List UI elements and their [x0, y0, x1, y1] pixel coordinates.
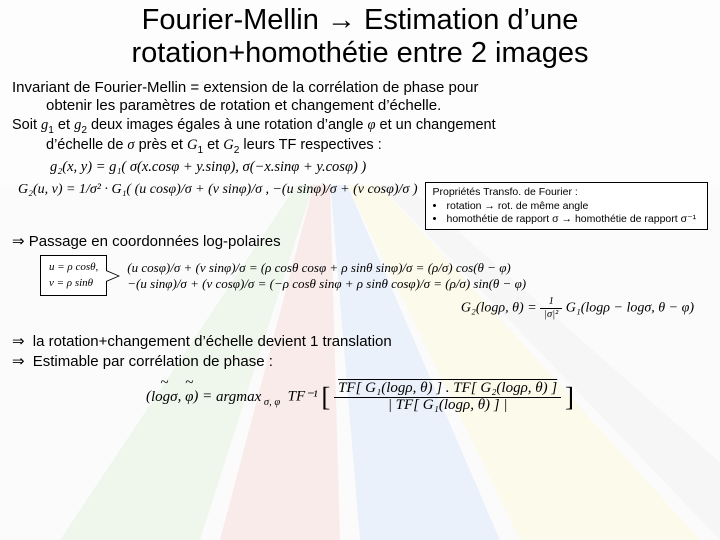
para1-line-b: obtenir les paramètres de rotation et ch… — [12, 97, 708, 115]
paragraph-invariant: Invariant de Fourier-Mellin = extension … — [12, 79, 708, 115]
equation-G2-logpolar-result: G₂(logρ, θ) = 1|σ|² G₁(logρ − logσ, θ − … — [461, 296, 694, 320]
fourier-properties-box: Propriétés Transfo. de Fourier : rotatio… — [425, 182, 708, 230]
equation-G2-spectrum: G₂(u, v) = 1/σ² · G₁( (u cosφ)/σ + (v si… — [12, 182, 417, 198]
paragraph-soit: Soit g1 et g2 deux images égales à une r… — [12, 117, 708, 157]
conclusion-line-1: la rotation+changement d’échelle devient… — [33, 333, 392, 350]
passage-logpolar-line: ⇒ Passage en coordonnées log-polaires — [12, 232, 708, 251]
equation-argmax-phase-correlation: (logσ~, φ~) = argmax σ, φ TF⁻¹ [ TF[ G₁(… — [12, 381, 708, 414]
slide-title: Fourier-Mellin → Estimation d’une rotati… — [12, 4, 708, 71]
uv-substitution-callout: u = ρ cosθ, v = ρ sinθ — [40, 255, 107, 296]
right-arrow-icon: ⇒ — [12, 234, 25, 250]
para1-line-a: Invariant de Fourier-Mellin = extension … — [12, 79, 479, 96]
conclusion-block: ⇒ la rotation+changement d’échelle devie… — [12, 332, 708, 371]
props-bullet-homothety: homothétie de rapport σ → homothétie de … — [446, 213, 701, 226]
equation-g2: g₂(x, y) = g₁( σ(x.cosφ + y.sinφ), σ(−x.… — [12, 159, 708, 176]
uv-line-u: u = ρ cosθ, — [49, 260, 98, 275]
props-box-title: Propriétés Transfo. de Fourier : — [432, 186, 701, 199]
double-arrow-icon: ⇒ — [12, 334, 29, 350]
uv-line-v: v = ρ sinθ — [49, 276, 98, 291]
equation-logpolar-derivation: (u cosφ)/σ + (v sinφ)/σ = (ρ cosθ cosφ +… — [121, 260, 526, 292]
props-bullet-rotation: rotation → rot. de même angle — [446, 200, 701, 213]
callout-tail-icon — [106, 270, 120, 282]
double-arrow-icon: ⇒ — [12, 354, 29, 370]
conclusion-line-2: Estimable par corrélation de phase : — [33, 353, 273, 370]
